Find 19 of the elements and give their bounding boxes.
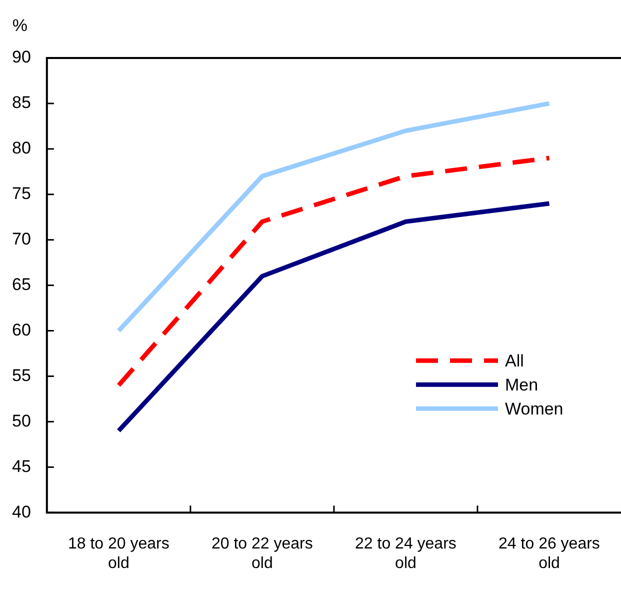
- y-tick-label: 70: [12, 230, 31, 249]
- legend-label: All: [505, 351, 524, 370]
- y-tick-label: 85: [12, 93, 31, 112]
- y-tick-label: 60: [12, 320, 31, 340]
- x-tick-label: 24 to 26 years old: [498, 536, 600, 572]
- y-tick-label: 55: [12, 366, 31, 385]
- y-tick-label: 50: [12, 411, 31, 430]
- x-tick-label: 18 to 20 years old: [68, 536, 170, 572]
- y-tick-label: 90: [12, 48, 31, 67]
- legend-label: Men: [505, 375, 538, 394]
- x-tick-label: 22 to 24 years old: [355, 536, 456, 572]
- y-tick-label: 65: [12, 274, 31, 294]
- y-tick-label: 45: [12, 456, 31, 476]
- x-tick-label: 20 to 22 years old: [211, 536, 313, 572]
- y-tick-label: 80: [12, 138, 31, 158]
- y-axis-title: %: [12, 16, 28, 36]
- y-tick-label: 75: [12, 184, 31, 204]
- legend-label: Women: [505, 399, 564, 418]
- y-tick-label: 40: [12, 502, 31, 522]
